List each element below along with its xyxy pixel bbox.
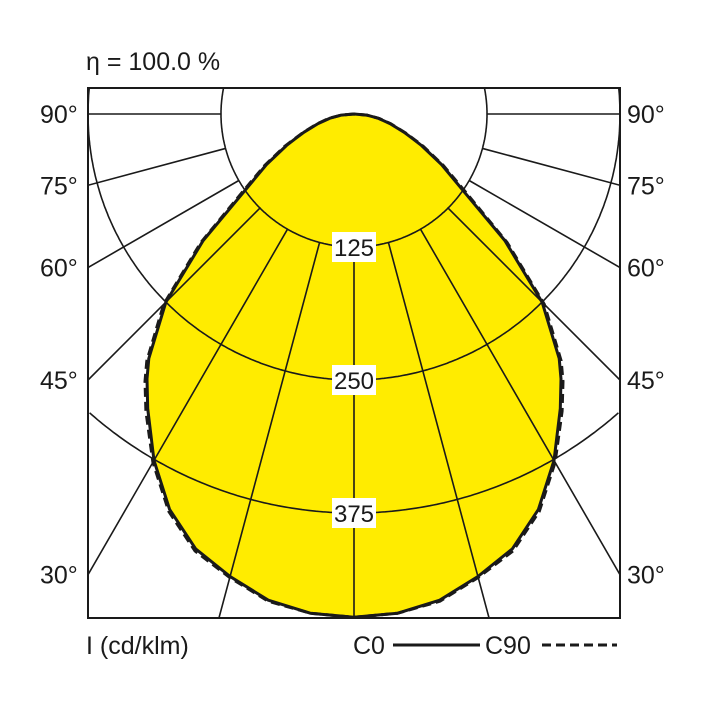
grid-radial-line xyxy=(88,228,289,576)
angle-label-right: 45° xyxy=(627,367,665,395)
grid-radial-line xyxy=(218,242,321,618)
angle-label-right: 60° xyxy=(627,255,665,283)
tick-label-box xyxy=(332,498,376,528)
polar-grid xyxy=(88,88,620,618)
angle-label-left: 30° xyxy=(40,562,78,590)
grid-radial-line xyxy=(88,147,226,187)
grid-radial-line xyxy=(482,147,620,187)
unit-label: I (cd/klm) xyxy=(86,632,189,660)
tick-label-box xyxy=(332,232,376,262)
angle-label-left: 75° xyxy=(40,172,78,200)
grid-radial-line xyxy=(88,179,240,269)
angle-labels: 90° 90° 75° 75° 60° 60° 45° 45° 30° 30° xyxy=(40,101,665,590)
legend-label-c90: C90 xyxy=(485,632,531,660)
grid-radial-line xyxy=(447,207,620,381)
radial-tick-label: 375 xyxy=(334,501,374,528)
grid-radial-line xyxy=(419,228,620,576)
angle-label-right: 75° xyxy=(627,172,665,200)
radial-tick-label: 125 xyxy=(334,235,374,262)
chart-title: η = 100.0 % xyxy=(86,48,220,76)
tick-label-box xyxy=(332,365,376,395)
legend: C0 C90 xyxy=(353,632,617,660)
angle-label-left: 90° xyxy=(40,101,78,129)
radial-tick-labels: 125 250 375 xyxy=(332,232,376,528)
angle-label-right: 90° xyxy=(627,101,665,129)
plot-frame xyxy=(87,87,621,619)
legend-label-c0: C0 xyxy=(353,632,385,660)
angle-label-right: 30° xyxy=(627,562,665,590)
angle-label-left: 45° xyxy=(40,367,78,395)
grid-radial-line xyxy=(468,179,620,269)
radial-tick-label: 250 xyxy=(334,368,374,395)
grid-radial-line xyxy=(88,207,261,381)
grid-radial-line xyxy=(387,242,490,618)
angle-label-left: 60° xyxy=(40,255,78,283)
